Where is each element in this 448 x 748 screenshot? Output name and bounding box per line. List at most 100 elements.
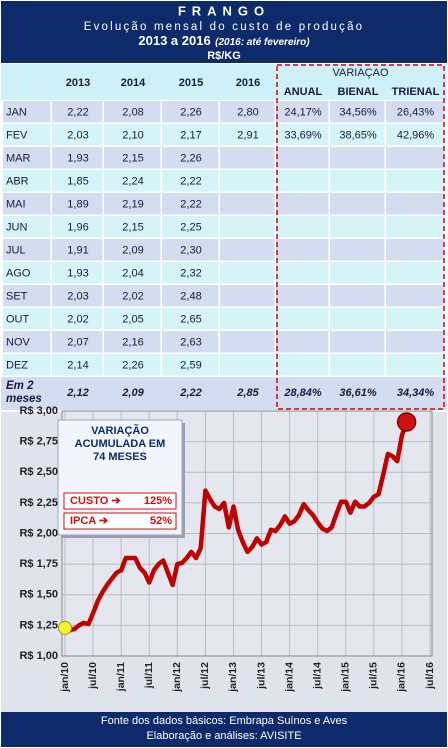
source: Fonte dos dados básicos: Embrapa Suínos … [101, 715, 348, 727]
annotation-item-box [63, 512, 177, 530]
cell-value: 2,15 [122, 221, 143, 233]
variation-frame [276, 64, 445, 410]
table-cell [52, 193, 103, 215]
row-label: FEV [6, 129, 28, 141]
y-tick-label: R$ 1,50 [19, 589, 58, 601]
table-cell [52, 331, 103, 353]
y-tick-label: R$ 1,25 [19, 619, 58, 631]
x-tick-label: jan/14 [283, 662, 295, 693]
x-tick-label: jul/14 [311, 662, 323, 690]
table-cell [104, 285, 161, 307]
cell-value: 2,48 [180, 290, 201, 302]
table-cell [276, 101, 329, 123]
data-line [62, 419, 409, 633]
x-tick-label: jan/10 [59, 662, 71, 693]
annotation-label: CUSTO ➔ [70, 495, 121, 507]
table-cell [162, 239, 219, 261]
table-cell [330, 308, 385, 330]
table-cell [276, 285, 329, 307]
table-cell [3, 239, 51, 261]
table-cell [52, 308, 103, 330]
table-cell [220, 308, 275, 330]
cell-value: 2,19 [122, 198, 143, 210]
cell-value: 2,07 [67, 336, 88, 348]
table-cell [330, 239, 385, 261]
x-tick-label: jul/11 [143, 662, 155, 689]
cell-value: 2,04 [122, 267, 143, 279]
table-cell [330, 170, 385, 192]
cell-value: 33,69% [284, 129, 322, 141]
table-cell [104, 147, 161, 169]
table-cell [162, 124, 219, 146]
table-cell [220, 331, 275, 353]
table-cell [386, 354, 444, 376]
table-cell [220, 239, 275, 261]
column-header: 2015 [179, 77, 203, 89]
cell-value: 2,17 [180, 129, 201, 141]
unit: R$/KG [207, 50, 241, 62]
table-cell [276, 124, 329, 146]
table-cell [386, 170, 444, 192]
table-cell [386, 147, 444, 169]
total-value: 2,09 [121, 387, 144, 399]
cell-value: 2,14 [67, 359, 88, 371]
x-tick-label: jan/12 [171, 662, 183, 693]
table-cell [220, 285, 275, 307]
column-header: 2014 [121, 77, 146, 89]
table-cell [330, 262, 385, 284]
table-cell [52, 147, 103, 169]
cell-value: 1,93 [67, 152, 88, 164]
table-cell [330, 101, 385, 123]
table-cell [162, 147, 219, 169]
x-tick-label: jul/12 [199, 662, 211, 690]
cell-value: 2,30 [180, 244, 201, 256]
cell-value: 2,03 [67, 290, 88, 302]
table-cell [162, 331, 219, 353]
row-label: NOV [6, 336, 31, 348]
table-cell [104, 354, 161, 376]
row-label: JUN [6, 221, 27, 233]
cell-value: 2,22 [67, 106, 88, 118]
row-label: MAI [6, 198, 26, 210]
cell-value: 2,24 [122, 175, 143, 187]
cell-value: 1,93 [67, 267, 88, 279]
cell-value: 1,89 [67, 198, 88, 210]
table-cell [104, 193, 161, 215]
y-tick-label: R$ 1,00 [19, 650, 58, 662]
cell-value: 2,32 [180, 267, 201, 279]
table-cell [276, 170, 329, 192]
cell-value: 2,26 [122, 359, 143, 371]
footer-band [1, 712, 447, 747]
table-cell [162, 285, 219, 307]
table-cell [104, 331, 161, 353]
cell-value: 2,03 [67, 129, 88, 141]
cell-value: 1,96 [67, 221, 88, 233]
x-tick-label: jan/16 [396, 662, 408, 693]
total-label: Em 2 [6, 380, 34, 392]
total-value: 28,84% [283, 387, 322, 399]
row-label: OUT [6, 313, 30, 325]
table-cell [276, 216, 329, 238]
annotation-title: VARIAÇÃO [91, 424, 149, 437]
table-cell [386, 308, 444, 330]
header-band [1, 1, 447, 63]
y-tick-label: R$ 2,00 [19, 527, 58, 539]
total-row-bg [1, 377, 447, 410]
cell-value: 2,09 [122, 244, 143, 256]
credit: Elaboração e análises: AVISITE [146, 730, 301, 742]
table-cell [162, 170, 219, 192]
start-marker [58, 620, 72, 635]
table-cell [104, 239, 161, 261]
table-cell [330, 331, 385, 353]
table-cell [276, 147, 329, 169]
x-tick-label: jul/16 [424, 662, 436, 690]
table-cell [220, 124, 275, 146]
table-cell [162, 216, 219, 238]
table-cell [276, 308, 329, 330]
total-value: 2,85 [236, 387, 259, 399]
table-cell [3, 354, 51, 376]
table-cell [104, 216, 161, 238]
table-cell [52, 124, 103, 146]
table-cell [3, 285, 51, 307]
